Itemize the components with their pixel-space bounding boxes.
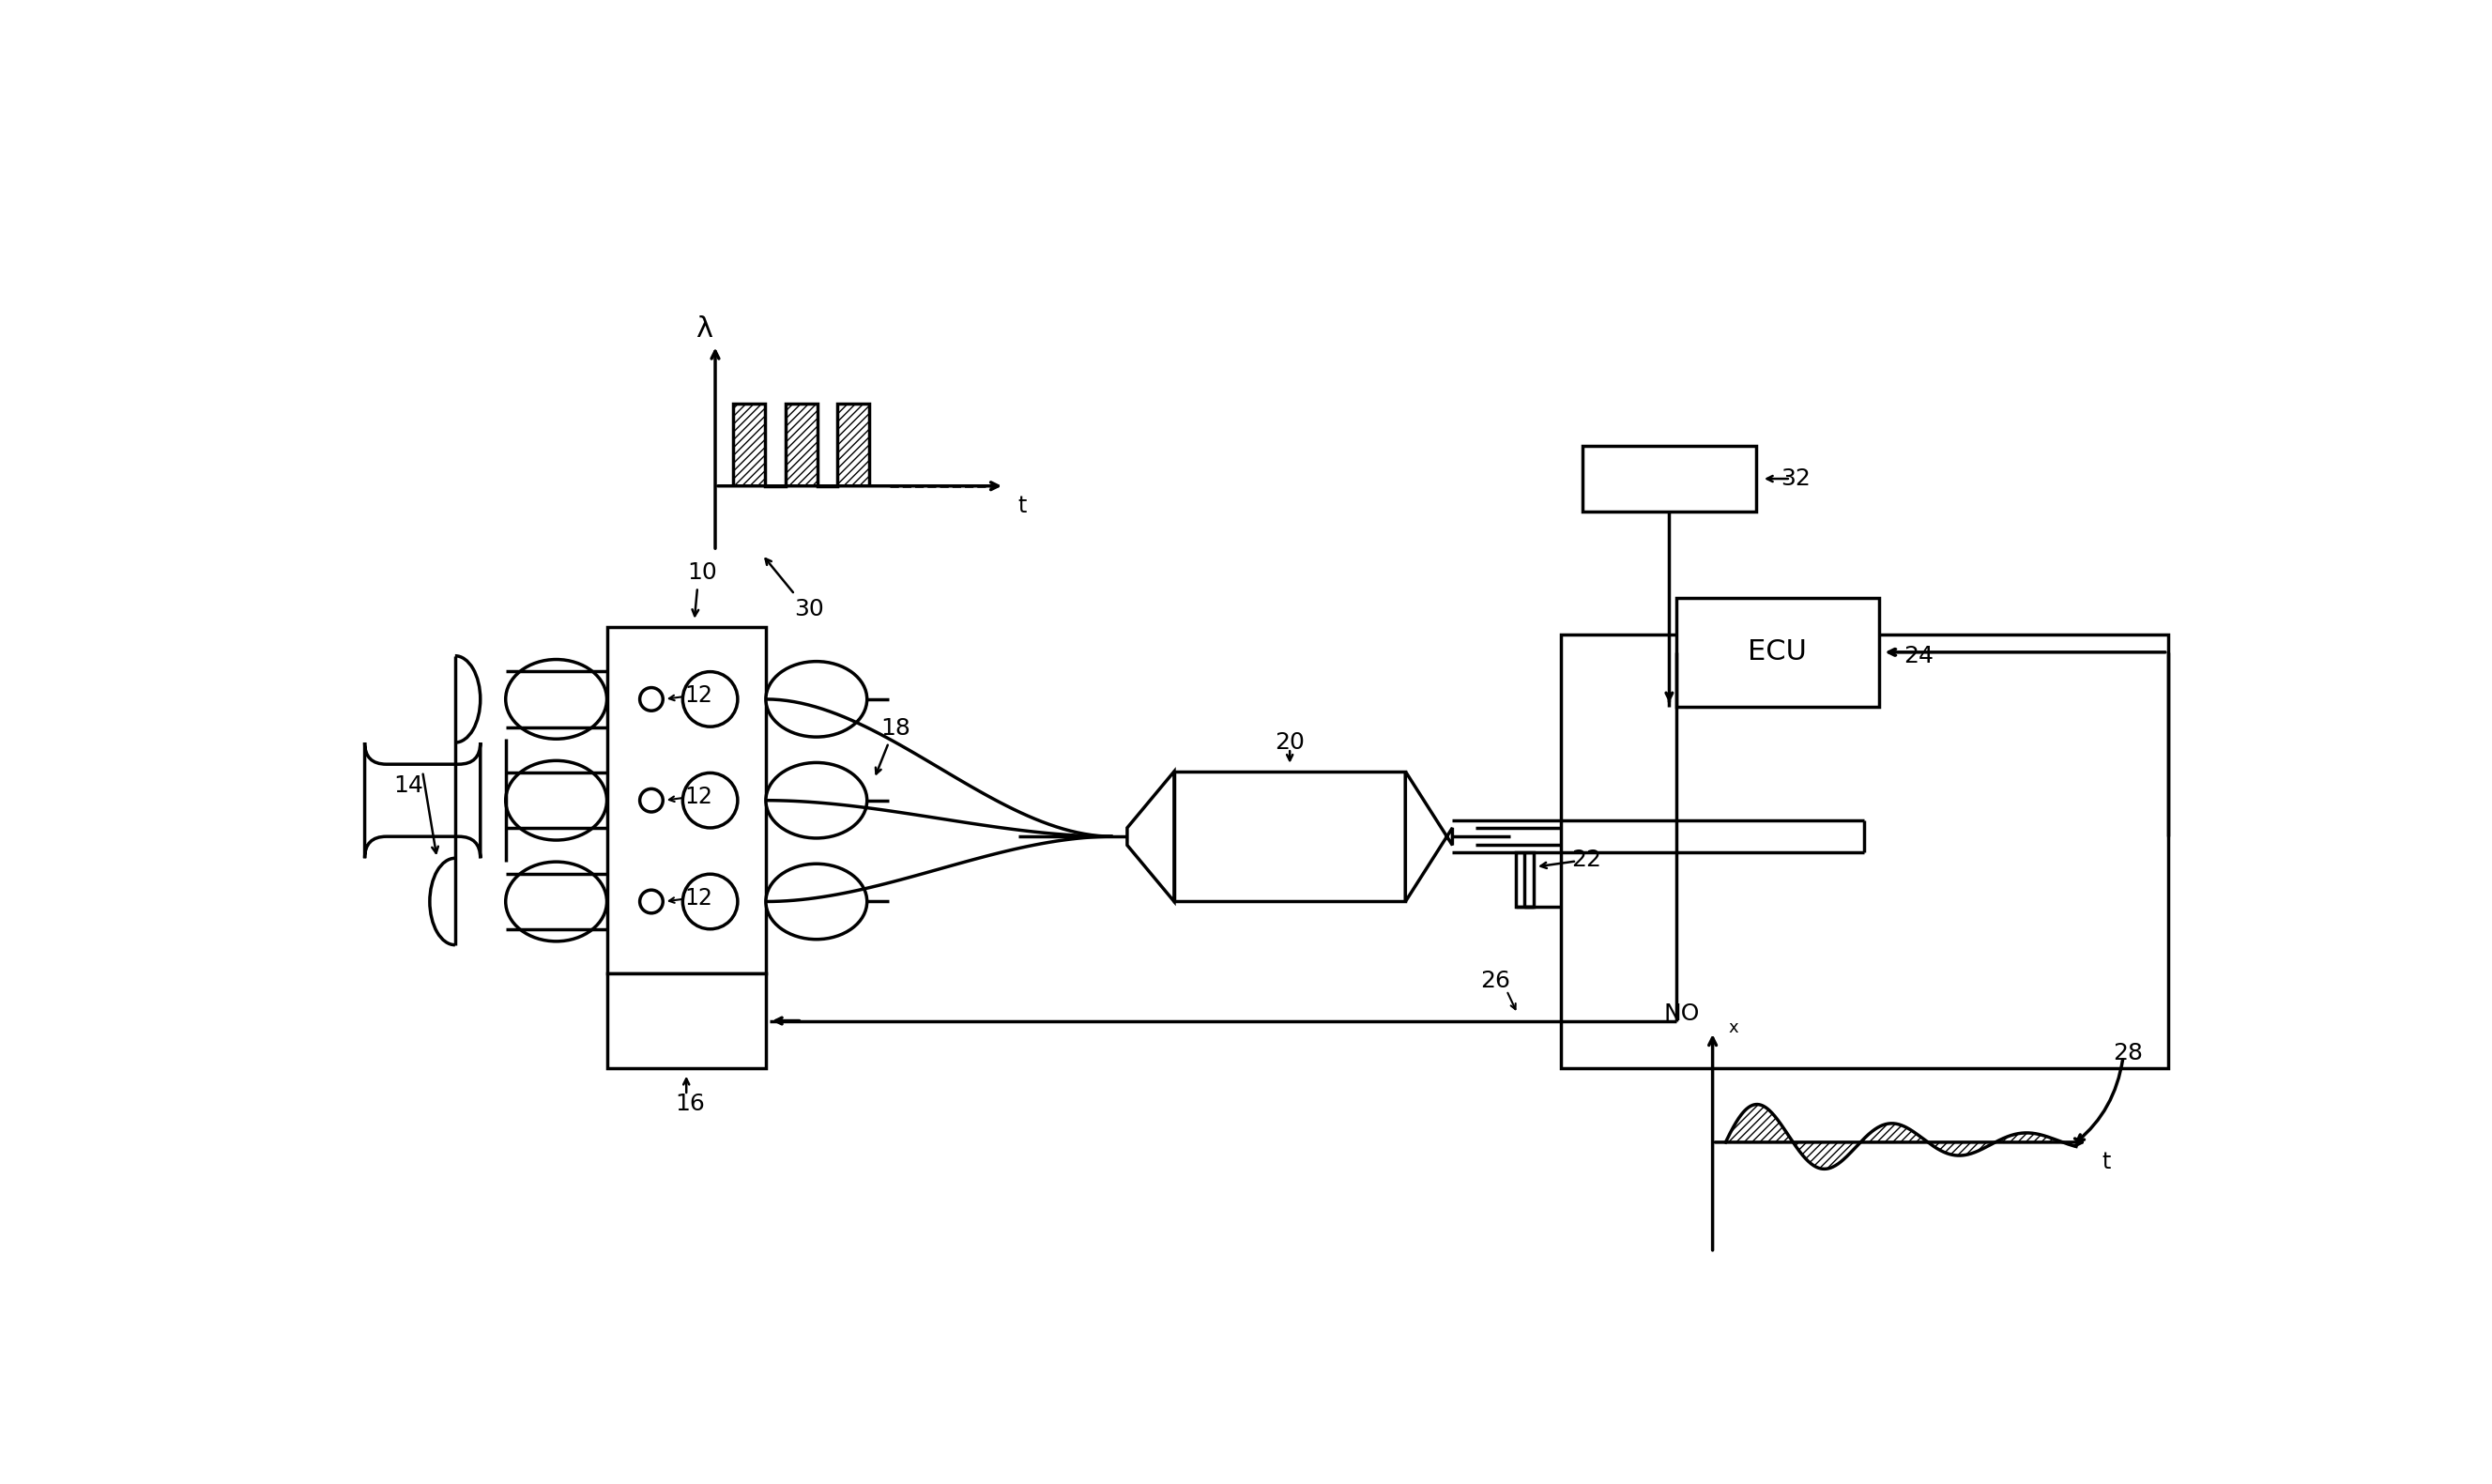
Bar xyxy=(608,974,765,1068)
Bar xyxy=(1174,772,1405,902)
Circle shape xyxy=(683,672,738,727)
Circle shape xyxy=(640,687,663,711)
Text: ECU: ECU xyxy=(1747,638,1807,666)
Text: t: t xyxy=(1019,496,1027,518)
Ellipse shape xyxy=(765,662,867,738)
Text: 14: 14 xyxy=(394,775,424,797)
Circle shape xyxy=(683,874,738,929)
Text: 12: 12 xyxy=(685,886,713,910)
Bar xyxy=(733,404,765,485)
Ellipse shape xyxy=(765,864,867,939)
Ellipse shape xyxy=(506,659,608,739)
Bar xyxy=(1560,634,2168,1068)
Text: x: x xyxy=(1729,1020,1739,1036)
Circle shape xyxy=(683,773,738,828)
Circle shape xyxy=(640,890,663,913)
Text: 16: 16 xyxy=(675,1092,705,1114)
Text: 12: 12 xyxy=(685,684,713,706)
Text: 10: 10 xyxy=(688,561,718,585)
Text: λ: λ xyxy=(695,316,713,343)
Ellipse shape xyxy=(765,763,867,838)
Text: 20: 20 xyxy=(1276,732,1306,754)
FancyBboxPatch shape xyxy=(364,742,481,858)
Text: 18: 18 xyxy=(882,717,912,739)
Text: 28: 28 xyxy=(2113,1042,2143,1064)
Text: 30: 30 xyxy=(795,598,825,620)
Polygon shape xyxy=(1126,772,1174,902)
Bar xyxy=(1582,447,1757,512)
Bar xyxy=(1515,852,1533,907)
Bar xyxy=(1677,598,1879,706)
Text: 26: 26 xyxy=(1480,971,1510,993)
Polygon shape xyxy=(1405,772,1453,902)
Circle shape xyxy=(640,789,663,812)
Text: 12: 12 xyxy=(685,785,713,807)
Text: 24: 24 xyxy=(1904,644,1934,668)
Text: t: t xyxy=(2103,1152,2111,1174)
Text: NO: NO xyxy=(1665,1002,1700,1025)
Ellipse shape xyxy=(506,761,608,840)
Bar xyxy=(608,626,765,974)
Bar xyxy=(837,404,870,485)
Bar xyxy=(785,404,817,485)
Ellipse shape xyxy=(506,862,608,941)
Text: 22: 22 xyxy=(1570,849,1602,871)
Text: 32: 32 xyxy=(1782,467,1812,490)
